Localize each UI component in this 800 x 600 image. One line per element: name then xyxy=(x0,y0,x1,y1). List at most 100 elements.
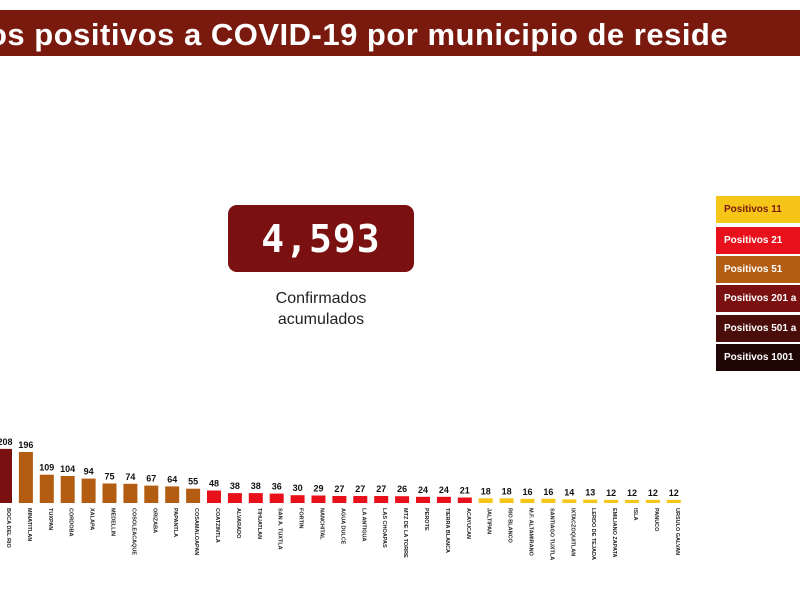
category-label-26: M.F. ALTAMIRANO xyxy=(528,508,534,557)
bar-value-label-25: 18 xyxy=(502,486,512,496)
bar-9 xyxy=(165,486,180,503)
category-label-31: ISLA xyxy=(632,508,638,521)
bar-value-label-23: 21 xyxy=(460,486,470,496)
bar-29 xyxy=(583,499,598,503)
bar-value-label-24: 18 xyxy=(481,486,491,496)
bar-value-label-20: 26 xyxy=(397,484,407,494)
total-caption: Confirmados acumulados xyxy=(228,288,414,330)
bar-14 xyxy=(269,493,284,503)
bar-value-label-31: 12 xyxy=(627,488,637,498)
category-label-29: LERDO DE TEJADA xyxy=(590,508,596,560)
category-label-20: MTZ DE LA TORRE xyxy=(402,508,408,558)
category-label-8: ORIZABA xyxy=(151,508,157,533)
bar-6 xyxy=(102,483,117,503)
category-label-15: FORTIN xyxy=(298,508,304,528)
bar-2 xyxy=(18,452,33,503)
bar-value-label-26: 16 xyxy=(522,487,532,497)
total-caption-line1: Confirmados xyxy=(275,290,367,307)
bar-18 xyxy=(353,496,368,503)
bar-1 xyxy=(0,448,12,503)
bar-value-label-10: 55 xyxy=(188,477,198,487)
bar-value-label-14: 36 xyxy=(272,482,282,492)
bar-value-label-2: 196 xyxy=(18,440,33,450)
bar-value-label-12: 38 xyxy=(230,481,240,491)
category-label-13: TIHUATLAN xyxy=(256,508,262,539)
bar-16 xyxy=(311,495,326,503)
bar-value-label-19: 27 xyxy=(376,484,386,494)
bar-value-label-32: 12 xyxy=(648,488,658,498)
bar-value-label-7: 74 xyxy=(125,472,135,482)
category-label-33: URSULO GALVAN xyxy=(674,508,680,555)
total-confirmed-box: 4,593 xyxy=(228,205,414,272)
bar-10 xyxy=(186,488,201,503)
bar-value-label-1: 208 xyxy=(0,437,13,447)
bar-22 xyxy=(436,496,451,503)
bar-value-label-21: 24 xyxy=(418,485,428,495)
bar-value-label-8: 67 xyxy=(146,474,156,484)
bar-value-label-13: 38 xyxy=(251,481,261,491)
category-label-18: LA ANTIGUA xyxy=(360,508,366,542)
category-label-17: AGUA DULCE xyxy=(339,508,345,545)
bar-value-label-18: 27 xyxy=(355,484,365,494)
bar-23 xyxy=(457,497,472,503)
bar-17 xyxy=(332,496,347,503)
bar-value-label-30: 12 xyxy=(606,488,616,498)
bar-24 xyxy=(478,498,493,503)
bar-value-label-27: 16 xyxy=(543,487,553,497)
bar-3 xyxy=(39,474,54,503)
bar-21 xyxy=(416,496,430,503)
category-label-19: LAS CHOAPAS xyxy=(381,508,387,548)
category-label-9: PAPANTLA xyxy=(172,508,178,537)
bar-value-label-9: 64 xyxy=(167,474,177,484)
category-label-2: MINATITLAN xyxy=(26,508,32,541)
bar-value-label-28: 14 xyxy=(564,487,574,497)
category-label-22: TIERRA BLANCA xyxy=(444,508,450,553)
bar-27 xyxy=(541,498,556,503)
bar-value-label-3: 109 xyxy=(39,463,54,473)
category-label-11: COATZINTLA xyxy=(214,508,220,543)
bar-25 xyxy=(499,498,514,503)
bar-12 xyxy=(227,493,242,503)
bar-value-label-11: 48 xyxy=(209,479,219,489)
bar-value-label-15: 30 xyxy=(293,483,303,493)
bar-5 xyxy=(81,478,96,503)
category-label-10: COSAMALOAPAN xyxy=(193,508,199,555)
category-label-5: XALAPA xyxy=(89,508,95,530)
bar-11 xyxy=(207,490,221,503)
bar-value-label-5: 94 xyxy=(84,467,94,477)
category-label-7: COSOLEACAQUE xyxy=(130,508,136,555)
bar-value-label-16: 29 xyxy=(313,484,323,494)
bar-value-label-22: 24 xyxy=(439,485,449,495)
bar-20 xyxy=(395,496,410,503)
bar-30 xyxy=(604,499,619,503)
legend-item-2: Positivos 21 xyxy=(716,227,800,254)
bar-value-label-4: 104 xyxy=(60,464,75,474)
bar-26 xyxy=(520,498,535,503)
legend-item-6: Positivos 1001 xyxy=(716,344,800,371)
bar-32 xyxy=(645,499,660,503)
legend-item-1: Positivos 11 xyxy=(716,196,800,223)
category-label-1: BOCA DEL RIO xyxy=(5,508,11,548)
bar-19 xyxy=(374,496,389,503)
legend-item-5: Positivos 501 a xyxy=(716,315,800,342)
total-confirmed-value: 4,593 xyxy=(261,216,381,261)
total-caption-line2: acumulados xyxy=(277,311,365,328)
bar-value-label-33: 12 xyxy=(669,488,679,498)
bar-8 xyxy=(144,485,159,503)
chart-title: os positivos a COVID-19 por municipio de… xyxy=(0,17,729,52)
category-label-4: CORDOBA xyxy=(68,508,74,536)
category-label-3: TUXPAN xyxy=(47,508,53,530)
category-label-23: ACAYUCAN xyxy=(465,508,471,539)
category-label-16: NANCHITAL xyxy=(319,508,325,540)
bar-31 xyxy=(625,499,639,503)
bar-28 xyxy=(562,499,577,503)
category-label-12: ALVARADO xyxy=(235,508,241,539)
bar-4 xyxy=(60,476,75,503)
title-banner: os positivos a COVID-19 por municipio de… xyxy=(0,10,800,56)
bar-7 xyxy=(123,483,138,503)
category-label-28: IXTACZOQUITLAN xyxy=(569,508,575,556)
legend-item-3: Positivos 51 xyxy=(716,256,800,283)
category-label-32: PANUCO xyxy=(653,508,659,532)
bar-value-label-29: 13 xyxy=(585,488,595,498)
legend-item-4: Positivos 201 a xyxy=(716,285,800,312)
